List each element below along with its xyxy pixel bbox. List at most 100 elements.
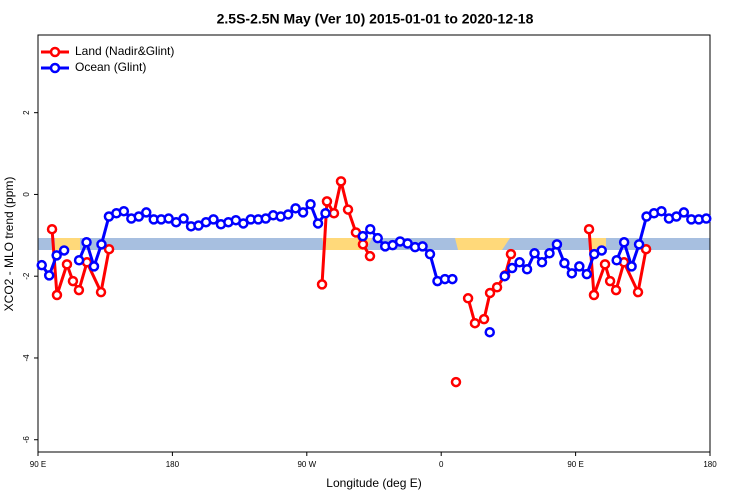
data-point [316, 279, 328, 290]
x-axis-label: Longitude (deg E) [326, 476, 421, 490]
data-point [626, 261, 637, 272]
surface-band [38, 238, 710, 250]
data-point [450, 376, 462, 388]
data-point [103, 243, 115, 255]
data-point [599, 259, 611, 270]
land-band [455, 238, 510, 250]
data-point [73, 255, 85, 266]
data-point [133, 211, 145, 222]
data-point [632, 286, 644, 298]
data-point [67, 275, 79, 287]
data-point [505, 248, 517, 260]
data-point [365, 223, 376, 235]
data-point [342, 204, 354, 215]
legend-label: Ocean (Glint) [75, 60, 146, 74]
data-point [46, 223, 58, 235]
data-point [656, 205, 667, 217]
data-point [499, 270, 510, 282]
data-point [581, 268, 593, 280]
data-point [321, 196, 333, 207]
data-point [424, 248, 436, 260]
data-point [529, 248, 540, 259]
data-point [678, 207, 690, 218]
legend-marker [49, 46, 61, 58]
data-point [290, 203, 301, 214]
legend-label: Land (Nadir&Glint) [75, 44, 174, 58]
data-point [118, 205, 130, 217]
data-point [566, 268, 578, 279]
data-point [297, 207, 309, 218]
data-point [551, 239, 563, 250]
data-point [583, 223, 595, 235]
y-tick-label: -6 [22, 436, 31, 444]
data-point [61, 259, 73, 270]
data-point [559, 257, 570, 269]
data-point [43, 270, 55, 281]
data-point [51, 250, 62, 261]
data-point [96, 239, 107, 250]
data-point [640, 243, 652, 255]
y-tick-label: -2 [22, 272, 31, 280]
data-point [544, 248, 555, 259]
data-point [208, 214, 219, 225]
data-point [312, 218, 324, 229]
data-point [588, 289, 600, 301]
x-tick-label: 90 E [30, 460, 46, 469]
y-tick-label: 2 [22, 110, 31, 115]
data-point [58, 245, 70, 256]
series-line [50, 179, 648, 325]
data-point [604, 275, 616, 287]
data-point [357, 239, 369, 250]
data-point [364, 250, 376, 262]
data-point [671, 211, 682, 222]
data-point [88, 261, 100, 272]
data-point [282, 209, 294, 220]
data-point [536, 257, 548, 268]
data-point [514, 257, 525, 268]
data-point [574, 261, 585, 272]
data-point [81, 237, 92, 248]
data-point [178, 213, 189, 224]
data-point [611, 255, 622, 266]
data-point [469, 317, 481, 329]
data-point [417, 241, 428, 252]
chart-title: 2.5S-2.5N May (Ver 10) 2015-01-01 to 202… [217, 11, 534, 27]
x-tick-label: 180 [166, 460, 180, 469]
legend: Land (Nadir&Glint) Ocean (Glint) [41, 44, 174, 74]
x-tick-label: 90 W [297, 460, 316, 469]
y-tick-label: -4 [22, 354, 31, 362]
data-point [633, 239, 645, 250]
data-point [320, 207, 331, 219]
x-tick-label: 180 [703, 460, 717, 469]
data-point [51, 289, 63, 301]
data-point [238, 218, 249, 229]
plot-frame [37, 34, 711, 453]
data-point [478, 313, 490, 325]
data-point [328, 207, 340, 219]
x-tick-label: 0 [439, 460, 444, 469]
data-point [335, 176, 347, 187]
data-point [36, 259, 47, 271]
data-point [596, 245, 607, 256]
data-point [372, 232, 383, 244]
data-point [610, 284, 622, 296]
data-point [357, 230, 369, 242]
y-axis-label: XCO2 - MLO trend (ppm) [2, 177, 16, 312]
data-point [484, 326, 495, 338]
y-tick-label: 0 [22, 192, 31, 197]
data-point [484, 287, 496, 299]
data-point [491, 281, 503, 293]
data-point [305, 199, 316, 210]
legend-marker [49, 62, 61, 74]
x-tick-label: 90 E [567, 460, 583, 469]
data-point [95, 286, 107, 298]
data-point [73, 284, 85, 296]
data-point [447, 273, 458, 285]
data-point [521, 264, 533, 275]
data-point [701, 213, 712, 224]
data-point [462, 293, 474, 304]
data-point [506, 262, 518, 274]
data-point [618, 237, 630, 248]
data-point [141, 207, 152, 218]
